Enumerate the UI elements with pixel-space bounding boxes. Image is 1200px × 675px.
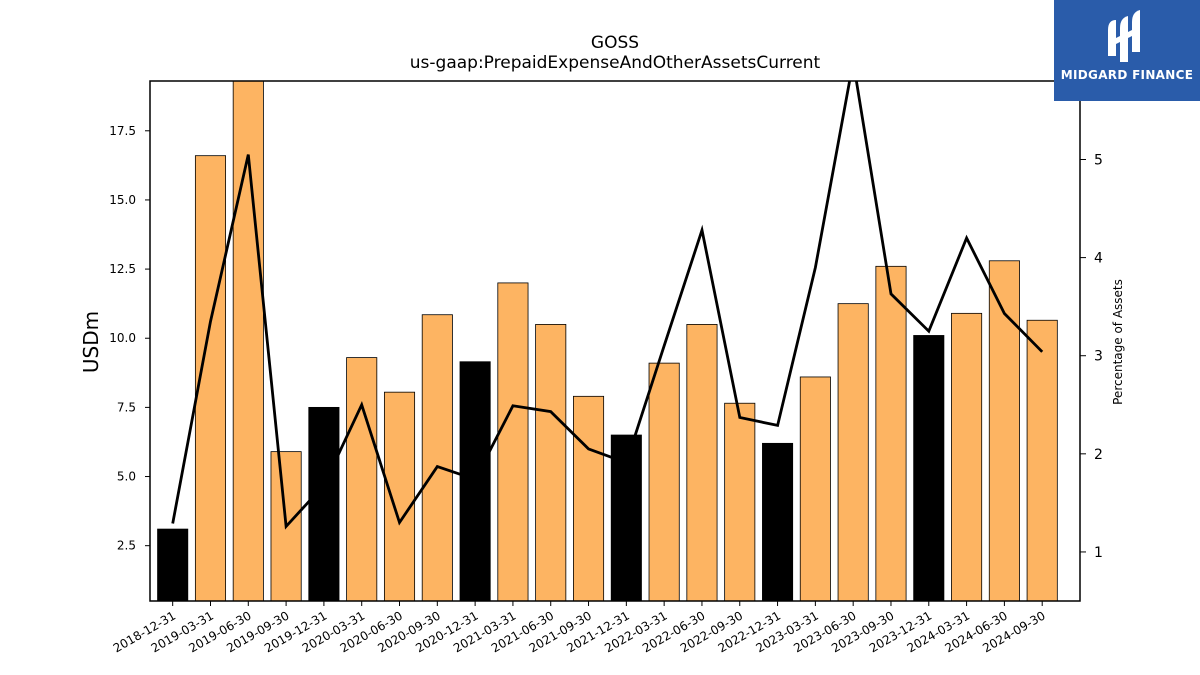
- brand-name: MIDGARD FINANCE: [1060, 68, 1194, 82]
- y-tick-label: 5.0: [117, 470, 136, 484]
- y-tick-label: 2.5: [117, 539, 136, 553]
- chart-title: GOSS: [591, 33, 639, 53]
- y-tick-label: 15.0: [109, 193, 136, 207]
- bar-2024-09-30: [1026, 319, 1058, 601]
- bar-2021-03-31: [497, 282, 529, 601]
- bar-2021-09-30: [573, 395, 605, 601]
- percentage-line: [171, 81, 1044, 530]
- y-tick-label: 10.0: [109, 331, 136, 345]
- y2-tick-label: 1: [1094, 545, 1103, 561]
- bar-2022-09-30: [724, 402, 756, 601]
- y-tick-label: 12.5: [109, 262, 136, 276]
- x-axis-ticks: 2018-12-312019-03-312019-06-302019-09-30…: [111, 601, 1048, 655]
- y-axis-label: USDm: [79, 311, 103, 373]
- bar-2020-09-30: [421, 314, 453, 601]
- plot-frame: [149, 80, 1081, 602]
- left-axis-ticks: 2.5 5.0 7.5 10.0 12.5 15.0 17.5: [109, 124, 150, 553]
- bar-2020-12-31: [459, 361, 491, 601]
- y2-tick-label: 3: [1094, 349, 1103, 365]
- bar-2023-12-31: [913, 335, 945, 601]
- bar-2024-06-30: [988, 260, 1020, 601]
- midgard-m-icon: [1108, 10, 1140, 62]
- line-series: [171, 81, 1044, 530]
- bar-2022-12-31: [762, 442, 794, 601]
- bar-2021-06-30: [535, 324, 567, 601]
- chart-subtitle: us-gaap:PrepaidExpenseAndOtherAssetsCurr…: [410, 53, 821, 73]
- right-axis-ticks: 1 2 3 4 5: [1080, 152, 1103, 561]
- bar-2019-12-31: [308, 406, 340, 601]
- bar-2023-06-30: [837, 303, 869, 601]
- bar-2023-03-31: [799, 376, 831, 601]
- bar-2020-06-30: [383, 391, 416, 601]
- y-tick-label: 7.5: [117, 400, 136, 414]
- y2-axis-label: Percentage of Assets: [1111, 279, 1125, 405]
- bar-2023-09-30: [875, 265, 907, 601]
- bar-2020-03-31: [346, 357, 378, 601]
- bar-2022-06-30: [686, 324, 718, 601]
- y2-tick-label: 5: [1094, 152, 1103, 168]
- y-tick-label: 17.5: [109, 124, 136, 138]
- y2-tick-label: 2: [1094, 447, 1103, 463]
- bar-series: [157, 81, 1058, 601]
- y2-tick-label: 4: [1094, 251, 1103, 267]
- bar-2022-03-31: [648, 362, 680, 601]
- brand-logo: MIDGARD FINANCE: [1054, 0, 1200, 101]
- bar-2018-12-31: [157, 528, 189, 601]
- bar-2024-03-31: [951, 312, 983, 601]
